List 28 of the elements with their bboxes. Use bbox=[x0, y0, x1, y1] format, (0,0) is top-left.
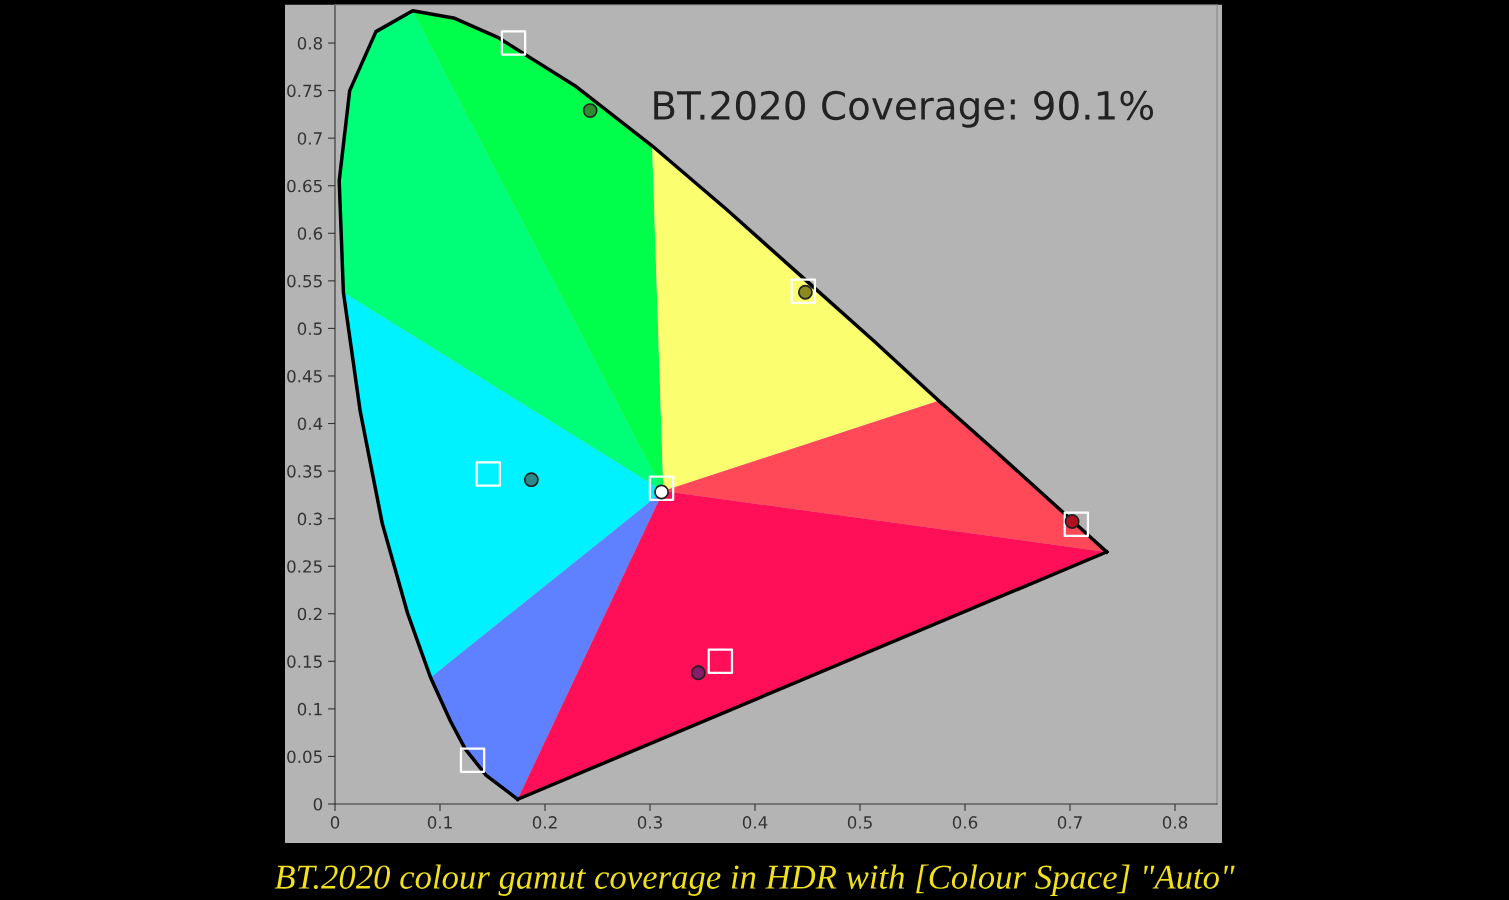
y-tick-label: 0.8 bbox=[297, 37, 323, 50]
y-tick-label: 0.05 bbox=[287, 750, 322, 764]
y-tick-label: 0.4 bbox=[297, 417, 323, 431]
y-tick-label: 0 bbox=[313, 797, 323, 811]
y-tick-label: 0.45 bbox=[287, 369, 322, 383]
y-tick-label: 0.5 bbox=[297, 322, 322, 335]
x-tick-label: 0.6 bbox=[952, 816, 978, 829]
y-tick-label: 0.25 bbox=[287, 560, 322, 573]
y-tick-label: 0.55 bbox=[287, 274, 322, 288]
x-tick-label: 0.2 bbox=[532, 816, 557, 829]
y-tick-label: 0.6 bbox=[297, 227, 323, 240]
x-tick-label: 0.5 bbox=[847, 816, 872, 829]
y-tick-label: 0.75 bbox=[287, 84, 322, 98]
annotation: BT.2020 Coverage: 90.1% bbox=[654, 90, 1154, 128]
y-tick-label: 0.1 bbox=[297, 702, 322, 716]
y-tick-label: 0.35 bbox=[287, 465, 322, 478]
x-tick-label: 0 bbox=[330, 816, 340, 829]
x-tick-label: 0.7 bbox=[1057, 816, 1082, 829]
x-tick-label: 0.3 bbox=[637, 816, 662, 829]
y-tick-label: 0.7 bbox=[297, 132, 322, 145]
x-tick-label: 0.1 bbox=[427, 816, 452, 829]
y-tick-label: 0.65 bbox=[287, 179, 322, 193]
y-tick-label: 0.3 bbox=[297, 512, 322, 526]
y-tick-label: 0.15 bbox=[287, 655, 322, 668]
x-tick-label: 0.4 bbox=[742, 816, 768, 829]
x-tick-label: 0.8 bbox=[1162, 816, 1188, 829]
text: BT.2020 colour gamut coverage in HDR with [Colour Space] "Auto" bbox=[274, 864, 1235, 896]
y-tick-label: 0.2 bbox=[297, 607, 322, 621]
